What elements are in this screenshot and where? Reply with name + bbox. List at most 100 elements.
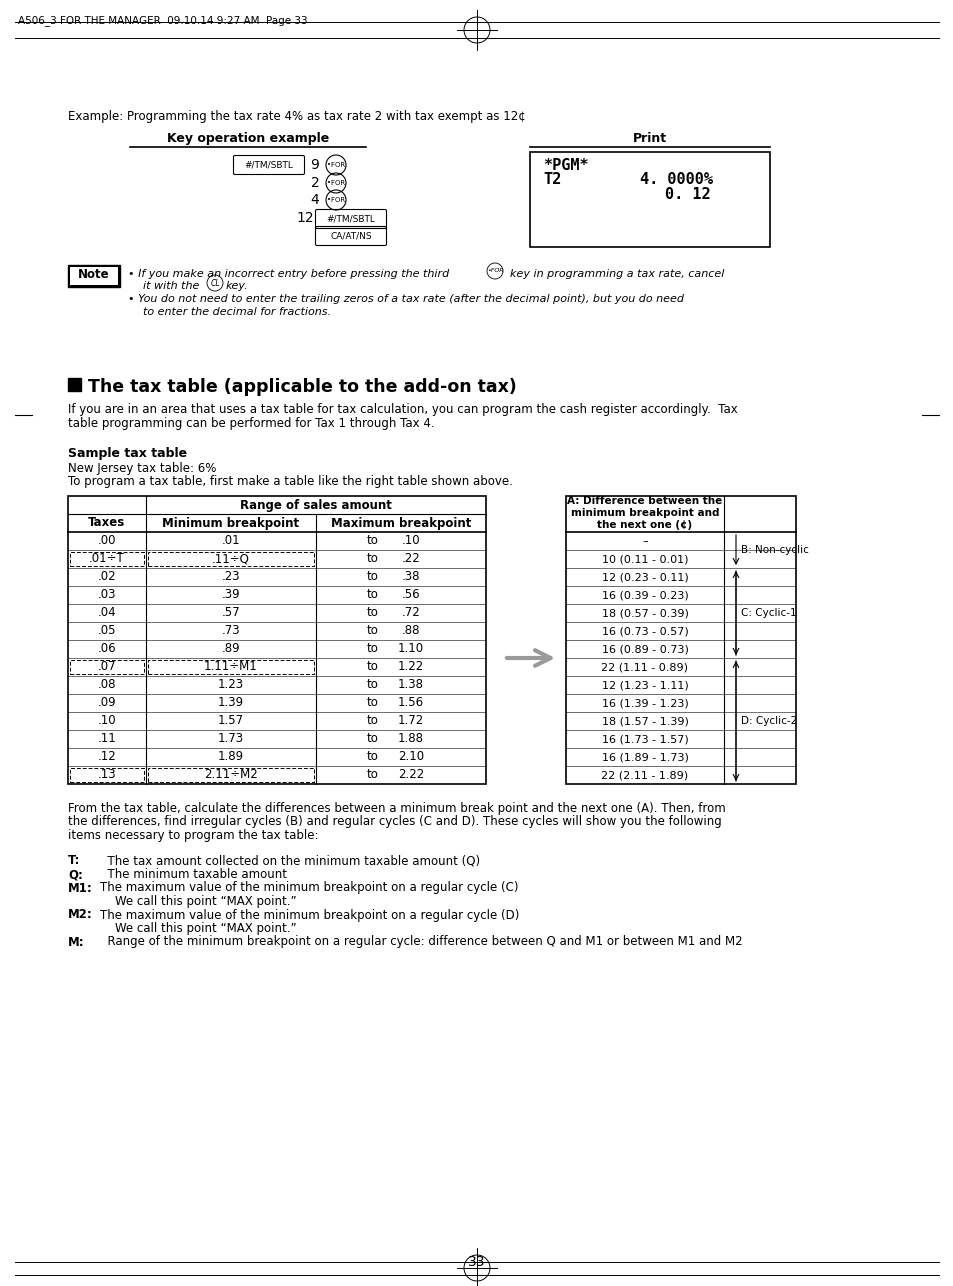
- Text: .11: .11: [97, 733, 116, 746]
- Text: it with the: it with the: [143, 282, 199, 291]
- Text: Maximum breakpoint: Maximum breakpoint: [331, 517, 471, 530]
- Text: Example: Programming the tax rate 4% as tax rate 2 with tax exempt as 12¢: Example: Programming the tax rate 4% as …: [68, 111, 525, 123]
- Text: .00: .00: [97, 535, 116, 548]
- Text: items necessary to program the tax table:: items necessary to program the tax table…: [68, 829, 318, 842]
- Text: •FOR: •FOR: [327, 162, 345, 168]
- Text: .12: .12: [97, 751, 116, 764]
- Text: .02: .02: [97, 571, 116, 584]
- Text: 22 (1.11 - 0.89): 22 (1.11 - 0.89): [601, 662, 688, 673]
- Text: 16 (1.89 - 1.73): 16 (1.89 - 1.73): [601, 752, 688, 763]
- Text: 1.10: 1.10: [397, 643, 424, 656]
- Text: 4. 0000%: 4. 0000%: [639, 172, 712, 186]
- Text: 10 (0.11 - 0.01): 10 (0.11 - 0.01): [601, 554, 687, 565]
- Text: CA/AT/NS: CA/AT/NS: [330, 231, 372, 240]
- Text: T:: T:: [68, 854, 80, 868]
- Text: to: to: [367, 751, 378, 764]
- Text: The tax table (applicable to the add-on tax): The tax table (applicable to the add-on …: [88, 378, 517, 396]
- Text: .05: .05: [97, 625, 116, 638]
- Text: 2: 2: [311, 176, 319, 190]
- Text: 12 (1.23 - 1.11): 12 (1.23 - 1.11): [601, 680, 688, 691]
- Text: M:: M:: [68, 935, 85, 949]
- Text: #/TM/SBTL: #/TM/SBTL: [244, 161, 294, 170]
- Text: 1.72: 1.72: [397, 715, 424, 728]
- Text: –: –: [641, 536, 647, 547]
- Text: *PGM*: *PGM*: [542, 158, 588, 174]
- Text: M2:: M2:: [68, 908, 92, 922]
- Text: to: to: [367, 715, 378, 728]
- Text: 2.10: 2.10: [397, 751, 424, 764]
- Bar: [70, 552, 144, 566]
- Text: to: to: [367, 589, 378, 602]
- Bar: [565, 496, 795, 784]
- Text: to: to: [367, 607, 378, 620]
- Text: 18 (1.57 - 1.39): 18 (1.57 - 1.39): [601, 716, 688, 727]
- Text: Sample tax table: Sample tax table: [68, 448, 187, 460]
- Text: 12 (0.23 - 0.11): 12 (0.23 - 0.11): [601, 572, 688, 583]
- Bar: [148, 660, 314, 674]
- Text: 2.11÷M2: 2.11÷M2: [204, 769, 257, 782]
- Text: 1.38: 1.38: [397, 679, 423, 692]
- Text: Note: Note: [78, 267, 110, 280]
- Text: 2.22: 2.22: [397, 769, 424, 782]
- Text: Taxes: Taxes: [89, 517, 126, 530]
- Bar: [530, 152, 769, 247]
- Text: table programming can be performed for Tax 1 through Tax 4.: table programming can be performed for T…: [68, 417, 435, 430]
- Bar: [70, 660, 144, 674]
- Text: We call this point “MAX point.”: We call this point “MAX point.”: [100, 895, 296, 908]
- Text: CL: CL: [210, 279, 219, 288]
- Text: to: to: [367, 643, 378, 656]
- Text: to: to: [367, 679, 378, 692]
- Text: 22 (2.11 - 1.89): 22 (2.11 - 1.89): [600, 770, 688, 781]
- Text: A506_3 FOR THE MANAGER  09.10.14 9:27 AM  Page 33: A506_3 FOR THE MANAGER 09.10.14 9:27 AM …: [18, 15, 307, 26]
- Text: To program a tax table, first make a table like the right table shown above.: To program a tax table, first make a tab…: [68, 475, 513, 487]
- Text: 1.57: 1.57: [217, 715, 244, 728]
- Text: Print: Print: [632, 132, 666, 145]
- Text: .11÷Q: .11÷Q: [212, 553, 250, 566]
- Text: .72: .72: [401, 607, 420, 620]
- Text: .09: .09: [97, 697, 116, 710]
- Text: .01÷T: .01÷T: [89, 553, 125, 566]
- Text: New Jersey tax table: 6%: New Jersey tax table: 6%: [68, 462, 216, 475]
- Text: the next one (¢): the next one (¢): [597, 520, 692, 530]
- Text: 16 (0.39 - 0.23): 16 (0.39 - 0.23): [601, 590, 688, 601]
- Text: to: to: [367, 661, 378, 674]
- Text: .23: .23: [221, 571, 240, 584]
- Text: .08: .08: [97, 679, 116, 692]
- Text: to: to: [367, 625, 378, 638]
- Text: to: to: [367, 733, 378, 746]
- Text: .57: .57: [221, 607, 240, 620]
- Bar: [68, 378, 81, 391]
- Text: 16 (0.89 - 0.73): 16 (0.89 - 0.73): [601, 644, 688, 655]
- Text: to enter the decimal for fractions.: to enter the decimal for fractions.: [143, 307, 331, 318]
- Text: .56: .56: [401, 589, 420, 602]
- Bar: [148, 552, 314, 566]
- Text: From the tax table, calculate the differences between a minimum break point and : From the tax table, calculate the differ…: [68, 802, 725, 815]
- Text: 4: 4: [311, 193, 319, 207]
- Text: .01: .01: [221, 535, 240, 548]
- Text: .13: .13: [97, 769, 116, 782]
- Bar: [148, 768, 314, 782]
- Text: 16 (0.73 - 0.57): 16 (0.73 - 0.57): [601, 626, 688, 637]
- Text: Range of the minimum breakpoint on a regular cycle: difference between Q and M1 : Range of the minimum breakpoint on a reg…: [100, 935, 741, 949]
- Text: M1:: M1:: [68, 881, 92, 895]
- Text: the differences, find irregular cycles (B) and regular cycles (C and D). These c: the differences, find irregular cycles (…: [68, 815, 721, 828]
- Bar: [68, 496, 485, 784]
- Text: The minimum taxable amount: The minimum taxable amount: [100, 868, 287, 881]
- Text: 1.39: 1.39: [217, 697, 244, 710]
- Text: to: to: [367, 769, 378, 782]
- Text: 16 (1.73 - 1.57): 16 (1.73 - 1.57): [601, 734, 688, 745]
- Text: minimum breakpoint and: minimum breakpoint and: [570, 508, 719, 518]
- Text: .73: .73: [221, 625, 240, 638]
- Text: Minimum breakpoint: Minimum breakpoint: [162, 517, 299, 530]
- Text: •FOR: •FOR: [486, 269, 503, 274]
- Text: .07: .07: [97, 661, 116, 674]
- Text: .88: .88: [401, 625, 420, 638]
- Text: Key operation example: Key operation example: [167, 132, 329, 145]
- Text: The maximum value of the minimum breakpoint on a regular cycle (D): The maximum value of the minimum breakpo…: [100, 908, 518, 922]
- Text: We call this point “MAX point.”: We call this point “MAX point.”: [100, 922, 296, 935]
- Text: .04: .04: [97, 607, 116, 620]
- Text: .10: .10: [97, 715, 116, 728]
- Text: 1.88: 1.88: [397, 733, 423, 746]
- Text: 16 (1.39 - 1.23): 16 (1.39 - 1.23): [601, 698, 688, 709]
- Text: Q:: Q:: [68, 868, 83, 881]
